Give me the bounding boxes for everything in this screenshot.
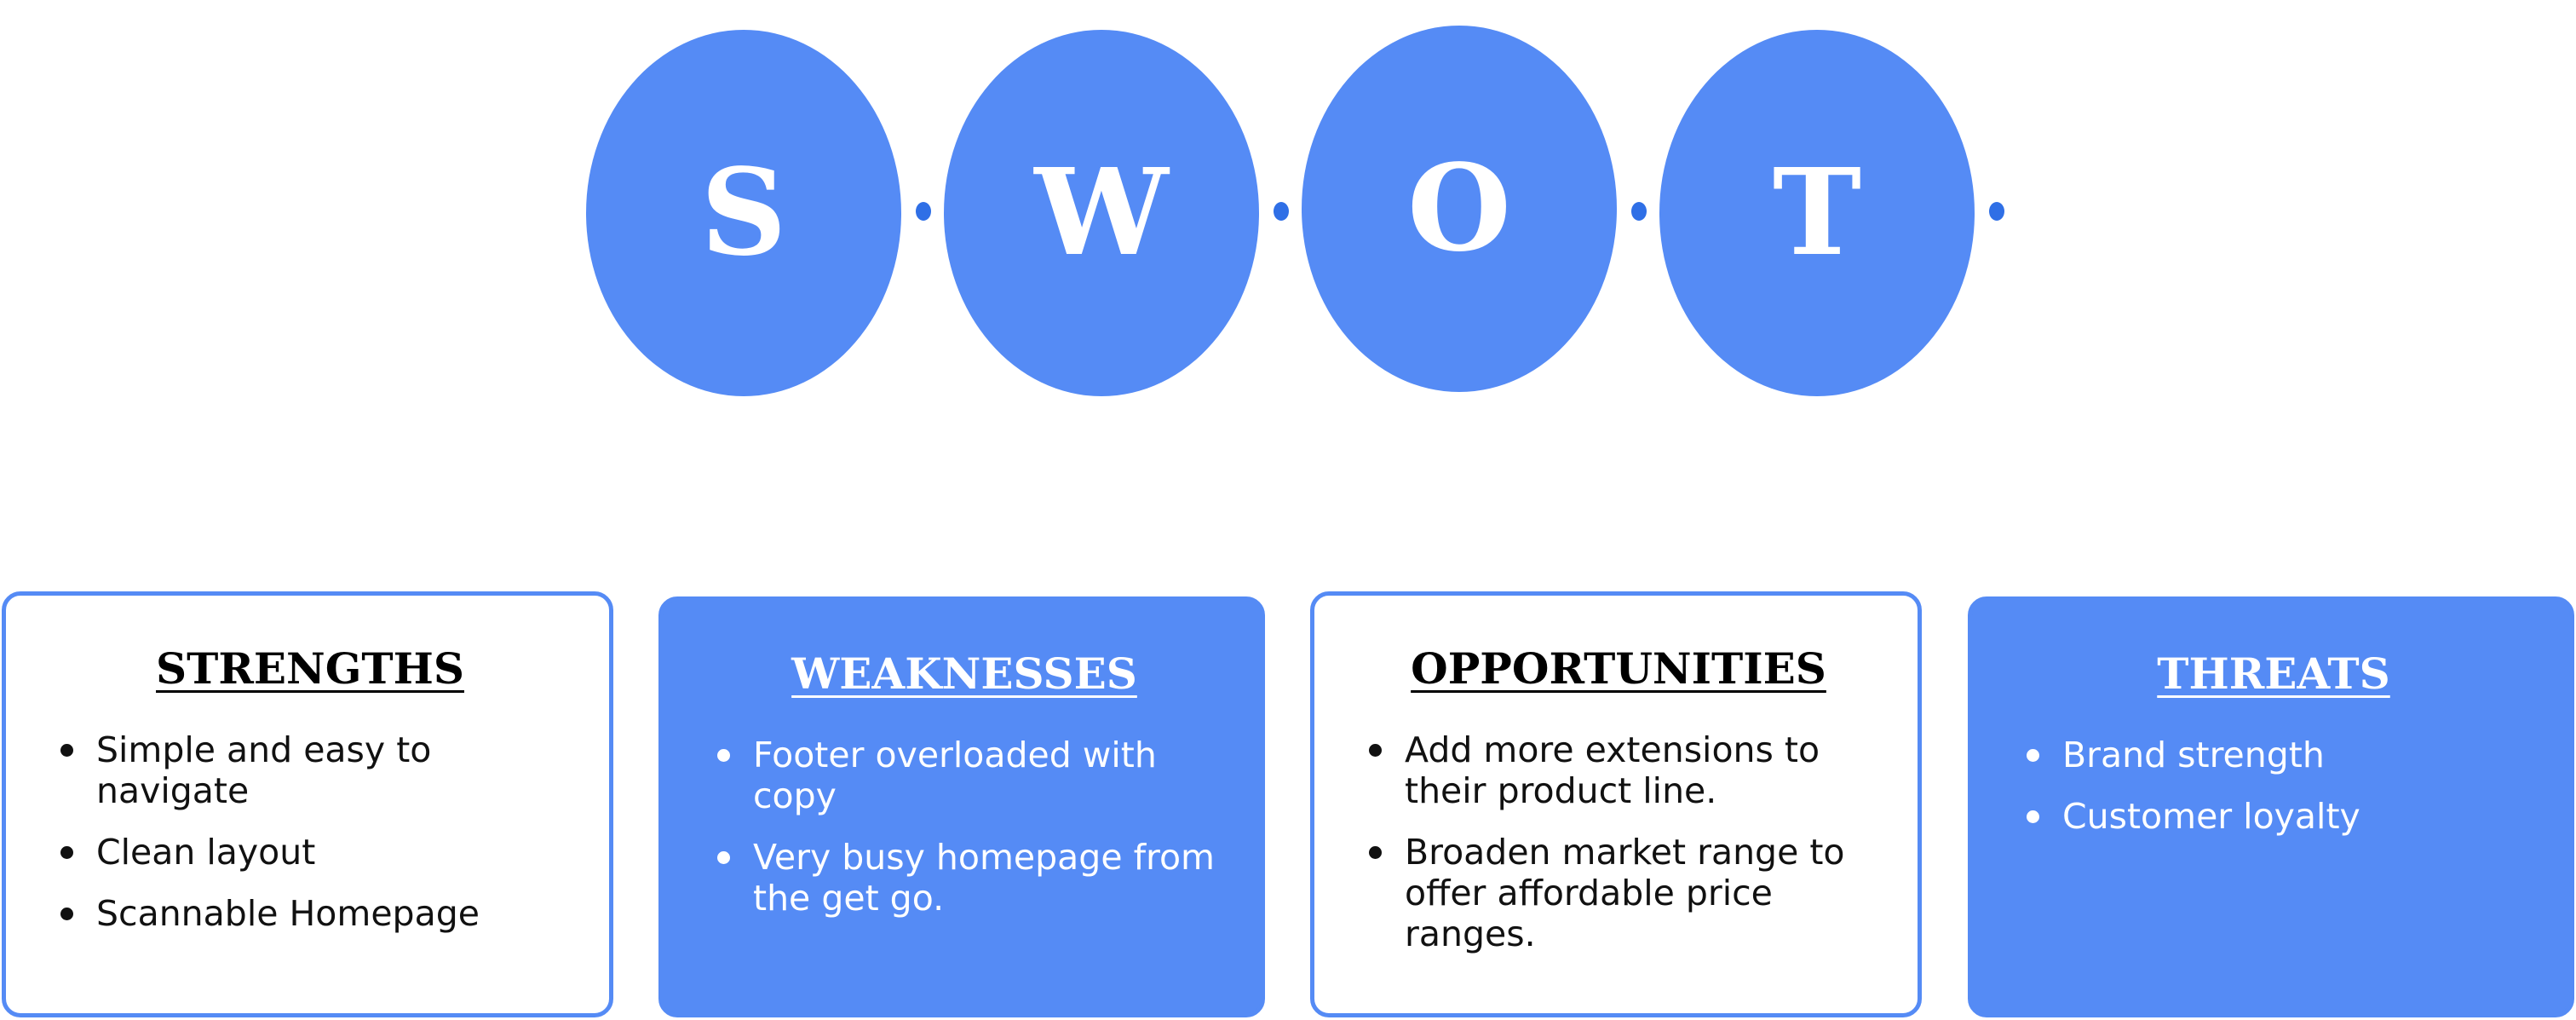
connector-dot <box>916 202 931 221</box>
list-item: Brand strength <box>2027 735 2527 775</box>
connector-dot <box>1274 202 1289 221</box>
swot-letter-o: O <box>1407 139 1511 279</box>
list-item: Footer overloaded with copy <box>717 735 1218 816</box>
weaknesses-title: WEAKNESSES <box>791 648 1137 699</box>
weaknesses-list: Footer overloaded with copy Very busy ho… <box>710 735 1218 919</box>
opportunities-list: Add more extensions to their product lin… <box>1362 729 1875 954</box>
swot-circle-t: T <box>1659 30 1975 396</box>
threats-list: Brand strength Customer loyalty <box>2020 735 2527 837</box>
swot-letter-w: W <box>1034 143 1169 283</box>
swot-letter-s: S <box>700 143 787 283</box>
opportunities-title: OPPORTUNITIES <box>1411 643 1826 694</box>
connector-dot <box>1631 202 1647 221</box>
list-item: Broaden market range to offer affordable… <box>1369 832 1875 954</box>
connector-dot <box>1989 202 2004 221</box>
threats-card: THREATS Brand strength Customer loyalty <box>1968 596 2574 1017</box>
list-item: Add more extensions to their product lin… <box>1369 729 1875 811</box>
swot-circle-o: O <box>1302 26 1617 392</box>
strengths-card: STRENGTHS Simple and easy to navigate Cl… <box>2 591 613 1017</box>
swot-letter-t: T <box>1772 143 1862 283</box>
swot-circle-w: W <box>944 30 1259 396</box>
swot-circle-s: S <box>586 30 901 396</box>
opportunities-card: OPPORTUNITIES Add more extensions to the… <box>1310 591 1922 1017</box>
list-item: Simple and easy to navigate <box>60 729 566 811</box>
strengths-title: STRENGTHS <box>156 643 464 694</box>
threats-title: THREATS <box>2157 648 2390 699</box>
list-item: Scannable Homepage <box>60 893 566 934</box>
list-item: Clean layout <box>60 832 566 873</box>
strengths-list: Simple and easy to navigate Clean layout… <box>54 729 566 934</box>
list-item: Very busy homepage from the get go. <box>717 837 1218 919</box>
list-item: Customer loyalty <box>2027 796 2527 837</box>
weaknesses-card: WEAKNESSES Footer overloaded with copy V… <box>658 596 1265 1017</box>
